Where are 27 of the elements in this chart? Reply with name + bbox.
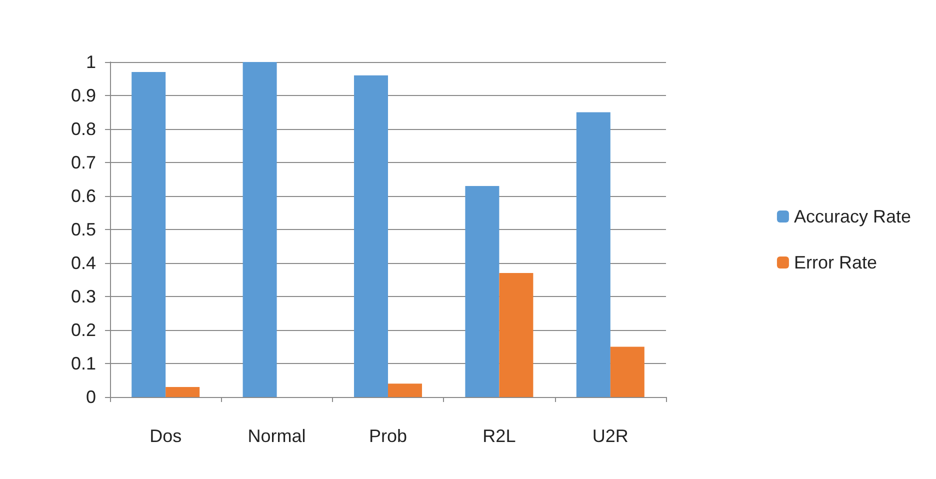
bar bbox=[610, 346, 644, 397]
y-tick-label: 0.2 bbox=[70, 320, 96, 340]
y-tick-label: 0.9 bbox=[70, 86, 96, 106]
x-tick-label: R2L bbox=[482, 426, 516, 446]
y-tick-label: 0.6 bbox=[70, 186, 96, 206]
y-tick-label: 0.4 bbox=[70, 253, 96, 273]
y-tick-label: 0.5 bbox=[70, 220, 96, 240]
y-tick-label: 0.7 bbox=[70, 152, 96, 172]
legend-label: Accuracy Rate bbox=[794, 206, 912, 226]
x-tick-label: Normal bbox=[248, 426, 306, 446]
bar bbox=[576, 112, 610, 397]
legend-label: Error Rate bbox=[794, 252, 877, 272]
bar bbox=[132, 72, 166, 397]
bar bbox=[354, 75, 388, 397]
x-tick-label: Prob bbox=[368, 426, 408, 446]
y-tick-label: 0.1 bbox=[70, 354, 96, 374]
y-tick-label: 1 bbox=[86, 52, 96, 72]
bar bbox=[242, 62, 277, 397]
bar bbox=[499, 273, 534, 397]
bar bbox=[388, 384, 422, 397]
bar bbox=[465, 186, 500, 397]
x-tick-label: U2R bbox=[592, 426, 628, 446]
y-tick-label: 0 bbox=[86, 387, 96, 407]
x-tick-label: Dos bbox=[150, 426, 182, 446]
y-tick-label: 0.8 bbox=[70, 119, 96, 139]
bar bbox=[166, 386, 200, 397]
y-tick-label: 0.3 bbox=[70, 286, 96, 306]
